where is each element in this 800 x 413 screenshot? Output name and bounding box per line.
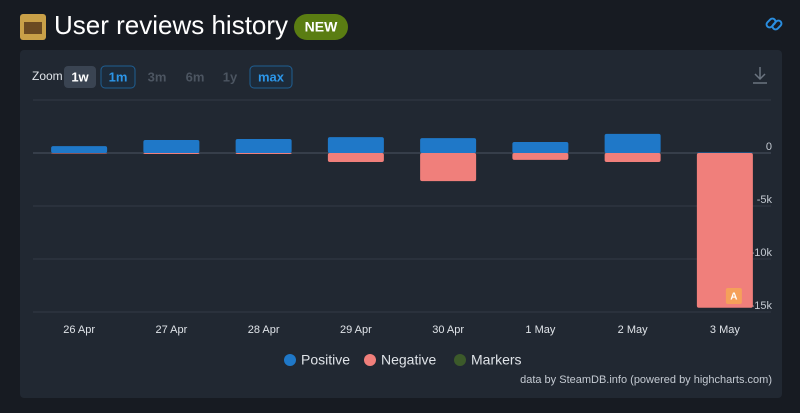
zoom-button[interactable]	[100, 65, 136, 89]
flag[interactable]	[725, 288, 742, 304]
legend-label[interactable]: Negative	[381, 352, 436, 368]
legend-label[interactable]: Positive	[301, 352, 350, 368]
zoom-option[interactable]: 3m	[148, 69, 167, 84]
bar	[420, 138, 477, 153]
y-tick-label: 0	[766, 141, 772, 153]
x-tick-label: 1 May	[525, 324, 555, 336]
bar	[51, 146, 108, 153]
bar	[696, 153, 753, 308]
x-tick-label: 2 May	[618, 324, 648, 336]
zoom-option[interactable]: 1m	[109, 69, 128, 84]
bar	[420, 153, 477, 182]
zoom-option[interactable]: max	[258, 69, 285, 84]
zoom-button[interactable]	[249, 65, 293, 89]
legend-marker[interactable]	[454, 354, 466, 366]
bar	[512, 141, 569, 153]
zoom-option[interactable]: 1y	[223, 69, 238, 84]
chart: 0 -5k -10k -15k 26 Apr 27 Apr 28 Apr 29 Apr 30 A…	[33, 133, 773, 368]
zoom-buttons: 1w 1m 3m 6m 1y max	[64, 65, 293, 89]
zoom-button[interactable]	[64, 66, 96, 88]
game-icon-detail	[24, 22, 42, 34]
legend-marker[interactable]	[284, 354, 296, 366]
bar	[696, 152, 753, 153]
bar	[604, 133, 661, 153]
legend-marker[interactable]	[364, 354, 376, 366]
chart-card	[20, 50, 782, 398]
bar	[143, 139, 200, 153]
x-tick-label: 28 Apr	[248, 324, 280, 336]
bar	[327, 153, 384, 163]
bar	[235, 139, 292, 153]
link-icon[interactable]	[765, 17, 783, 31]
x-tick-label: 27 Apr	[155, 324, 187, 336]
zoom-label: Zoom	[32, 69, 63, 83]
x-tick-label: 3 May	[710, 324, 740, 336]
y-tick-label: -15k	[751, 300, 773, 312]
bar	[143, 153, 200, 155]
badge-text: NEW	[305, 19, 338, 35]
x-tick-label: 30 Apr	[432, 324, 464, 336]
x-tick-label: 29 Apr	[340, 324, 372, 336]
bar	[51, 153, 108, 154]
download-icon[interactable]	[753, 67, 767, 84]
y-tick-label: -5k	[757, 194, 773, 206]
y-tick-label: -10k	[751, 247, 773, 259]
bar	[235, 153, 292, 155]
credit: data by SteamDB.info (powered by highcha…	[520, 374, 772, 386]
bar	[512, 153, 569, 160]
x-tick-label: 26 Apr	[63, 324, 95, 336]
bar	[327, 137, 384, 153]
flag-label: A	[730, 292, 737, 303]
bar	[604, 153, 661, 163]
badge	[294, 14, 348, 40]
title: User reviews history	[54, 10, 288, 40]
zoom-option[interactable]: 6m	[186, 69, 205, 84]
legend-label[interactable]: Markers	[471, 352, 522, 368]
zoom-option[interactable]: 1w	[71, 69, 89, 84]
